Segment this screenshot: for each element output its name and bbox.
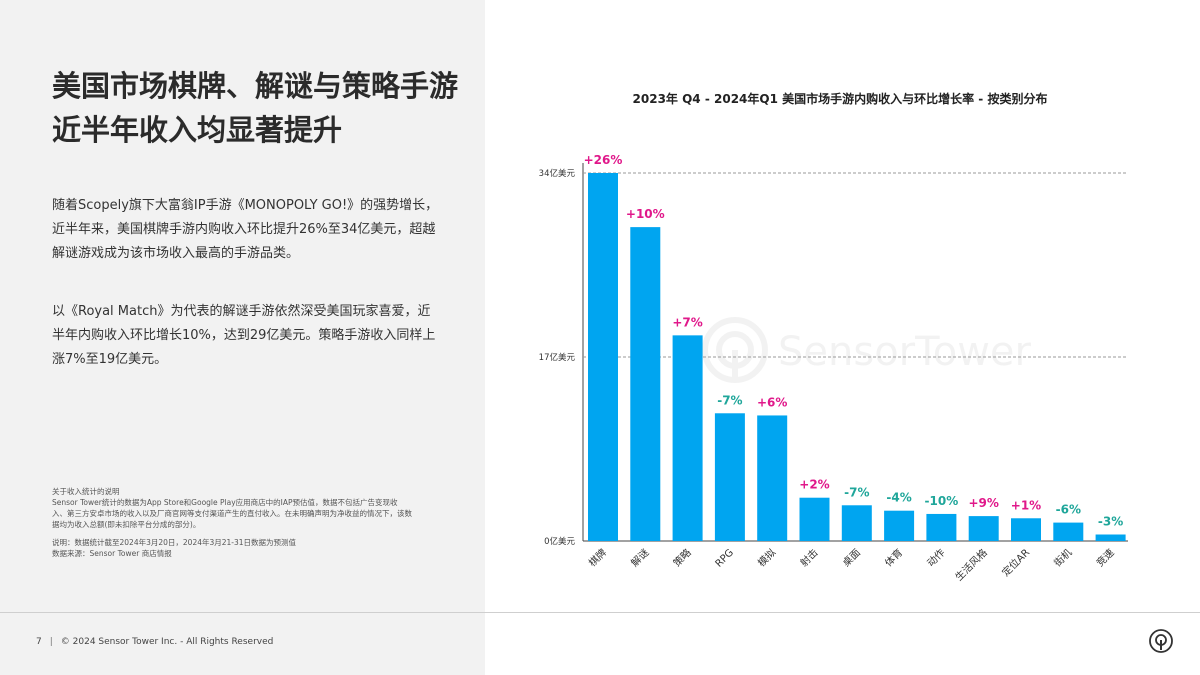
page-title: 美国市场棋牌、解谜与策略手游近半年收入均显著提升	[52, 69, 459, 147]
y-tick-label: 17亿美元	[539, 352, 576, 363]
growth-label: +1%	[1011, 498, 1041, 512]
watermark-text: SensorTower	[778, 329, 1031, 375]
category-label: 模拟	[755, 546, 778, 569]
category-label: 桌面	[840, 546, 863, 569]
watermark: SensorTower	[700, 315, 1040, 395]
category-label: 策略	[670, 546, 693, 569]
bar	[799, 497, 830, 541]
category-label: 体育	[882, 546, 905, 569]
category-label: 生活风格	[952, 546, 989, 583]
copyright: © 2024 Sensor Tower Inc. - All Rights Re…	[60, 637, 274, 647]
sensor-tower-logo-icon	[1149, 629, 1173, 653]
category-label: 射击	[798, 547, 821, 570]
notes-heading: 关于收入统计的说明	[52, 487, 120, 496]
category-label: 竞速	[1093, 546, 1116, 569]
bar	[968, 516, 999, 541]
growth-label: -10%	[925, 494, 959, 508]
sensor-tower-watermark-icon	[702, 317, 768, 383]
growth-label: -7%	[717, 393, 742, 407]
growth-label: -4%	[886, 491, 911, 505]
bar	[1095, 534, 1126, 541]
category-label: 街机	[1051, 546, 1074, 569]
growth-label: +9%	[968, 496, 998, 510]
growth-label: +26%	[584, 153, 623, 167]
y-tick-label: 0亿美元	[544, 536, 575, 547]
notes-block: 关于收入统计的说明 Sensor Tower统计的数据为App Store和Go…	[52, 486, 412, 559]
notes-note: 说明：数据统计截至2024年3月20日，2024年3月21-31日数据为预测值	[52, 538, 297, 547]
bar	[588, 173, 618, 541]
category-label: 动作	[925, 547, 948, 570]
category-label: RPG	[714, 547, 736, 569]
footer: 7 | © 2024 Sensor Tower Inc. - All Rights …	[36, 637, 273, 647]
growth-label: +2%	[799, 478, 829, 492]
bar	[1011, 518, 1041, 541]
left-panel	[0, 0, 485, 675]
bar	[884, 510, 915, 541]
bar	[757, 415, 788, 541]
growth-label: +10%	[626, 207, 665, 221]
paragraph-1: 随着Scopely旗下大富翁IP手游《MONOPOLY GO!》的强势增长，近半…	[52, 198, 439, 261]
growth-label: +7%	[672, 315, 702, 329]
growth-label: -6%	[1056, 503, 1081, 517]
bar	[926, 513, 957, 541]
footer-divider	[0, 612, 1200, 613]
y-tick-label: 34亿美元	[539, 168, 576, 179]
notes-source: 数据来源：Sensor Tower 商店情报	[52, 549, 172, 558]
category-label: 棋牌	[586, 546, 609, 569]
notes-body: Sensor Tower统计的数据为App Store和Google Play应…	[52, 498, 412, 529]
bar	[672, 335, 703, 541]
category-label: 解谜	[628, 546, 651, 569]
chart-title: 2023年 Q4 - 2024年Q1 美国市场手游内购收入与环比增长率 - 按类…	[632, 92, 1048, 106]
bar	[841, 505, 872, 541]
growth-label: +6%	[757, 395, 787, 409]
growth-label: -3%	[1098, 515, 1123, 529]
bar	[630, 227, 661, 541]
footer-separator: |	[49, 637, 53, 647]
category-label: 定位AR	[999, 546, 1032, 579]
page-number: 7	[36, 637, 42, 647]
growth-label: -7%	[844, 485, 869, 499]
paragraph-2: 以《Royal Match》为代表的解谜手游依然深受美国玩家喜爱，近半年内购收入…	[52, 304, 436, 367]
bar	[1053, 522, 1084, 541]
bar-chart: 0亿美元 17亿美元 34亿美元 +26% 棋牌 +10% 解谜 +7% 策略 -7% RPG +6%…	[539, 153, 1128, 583]
bar	[714, 413, 745, 541]
